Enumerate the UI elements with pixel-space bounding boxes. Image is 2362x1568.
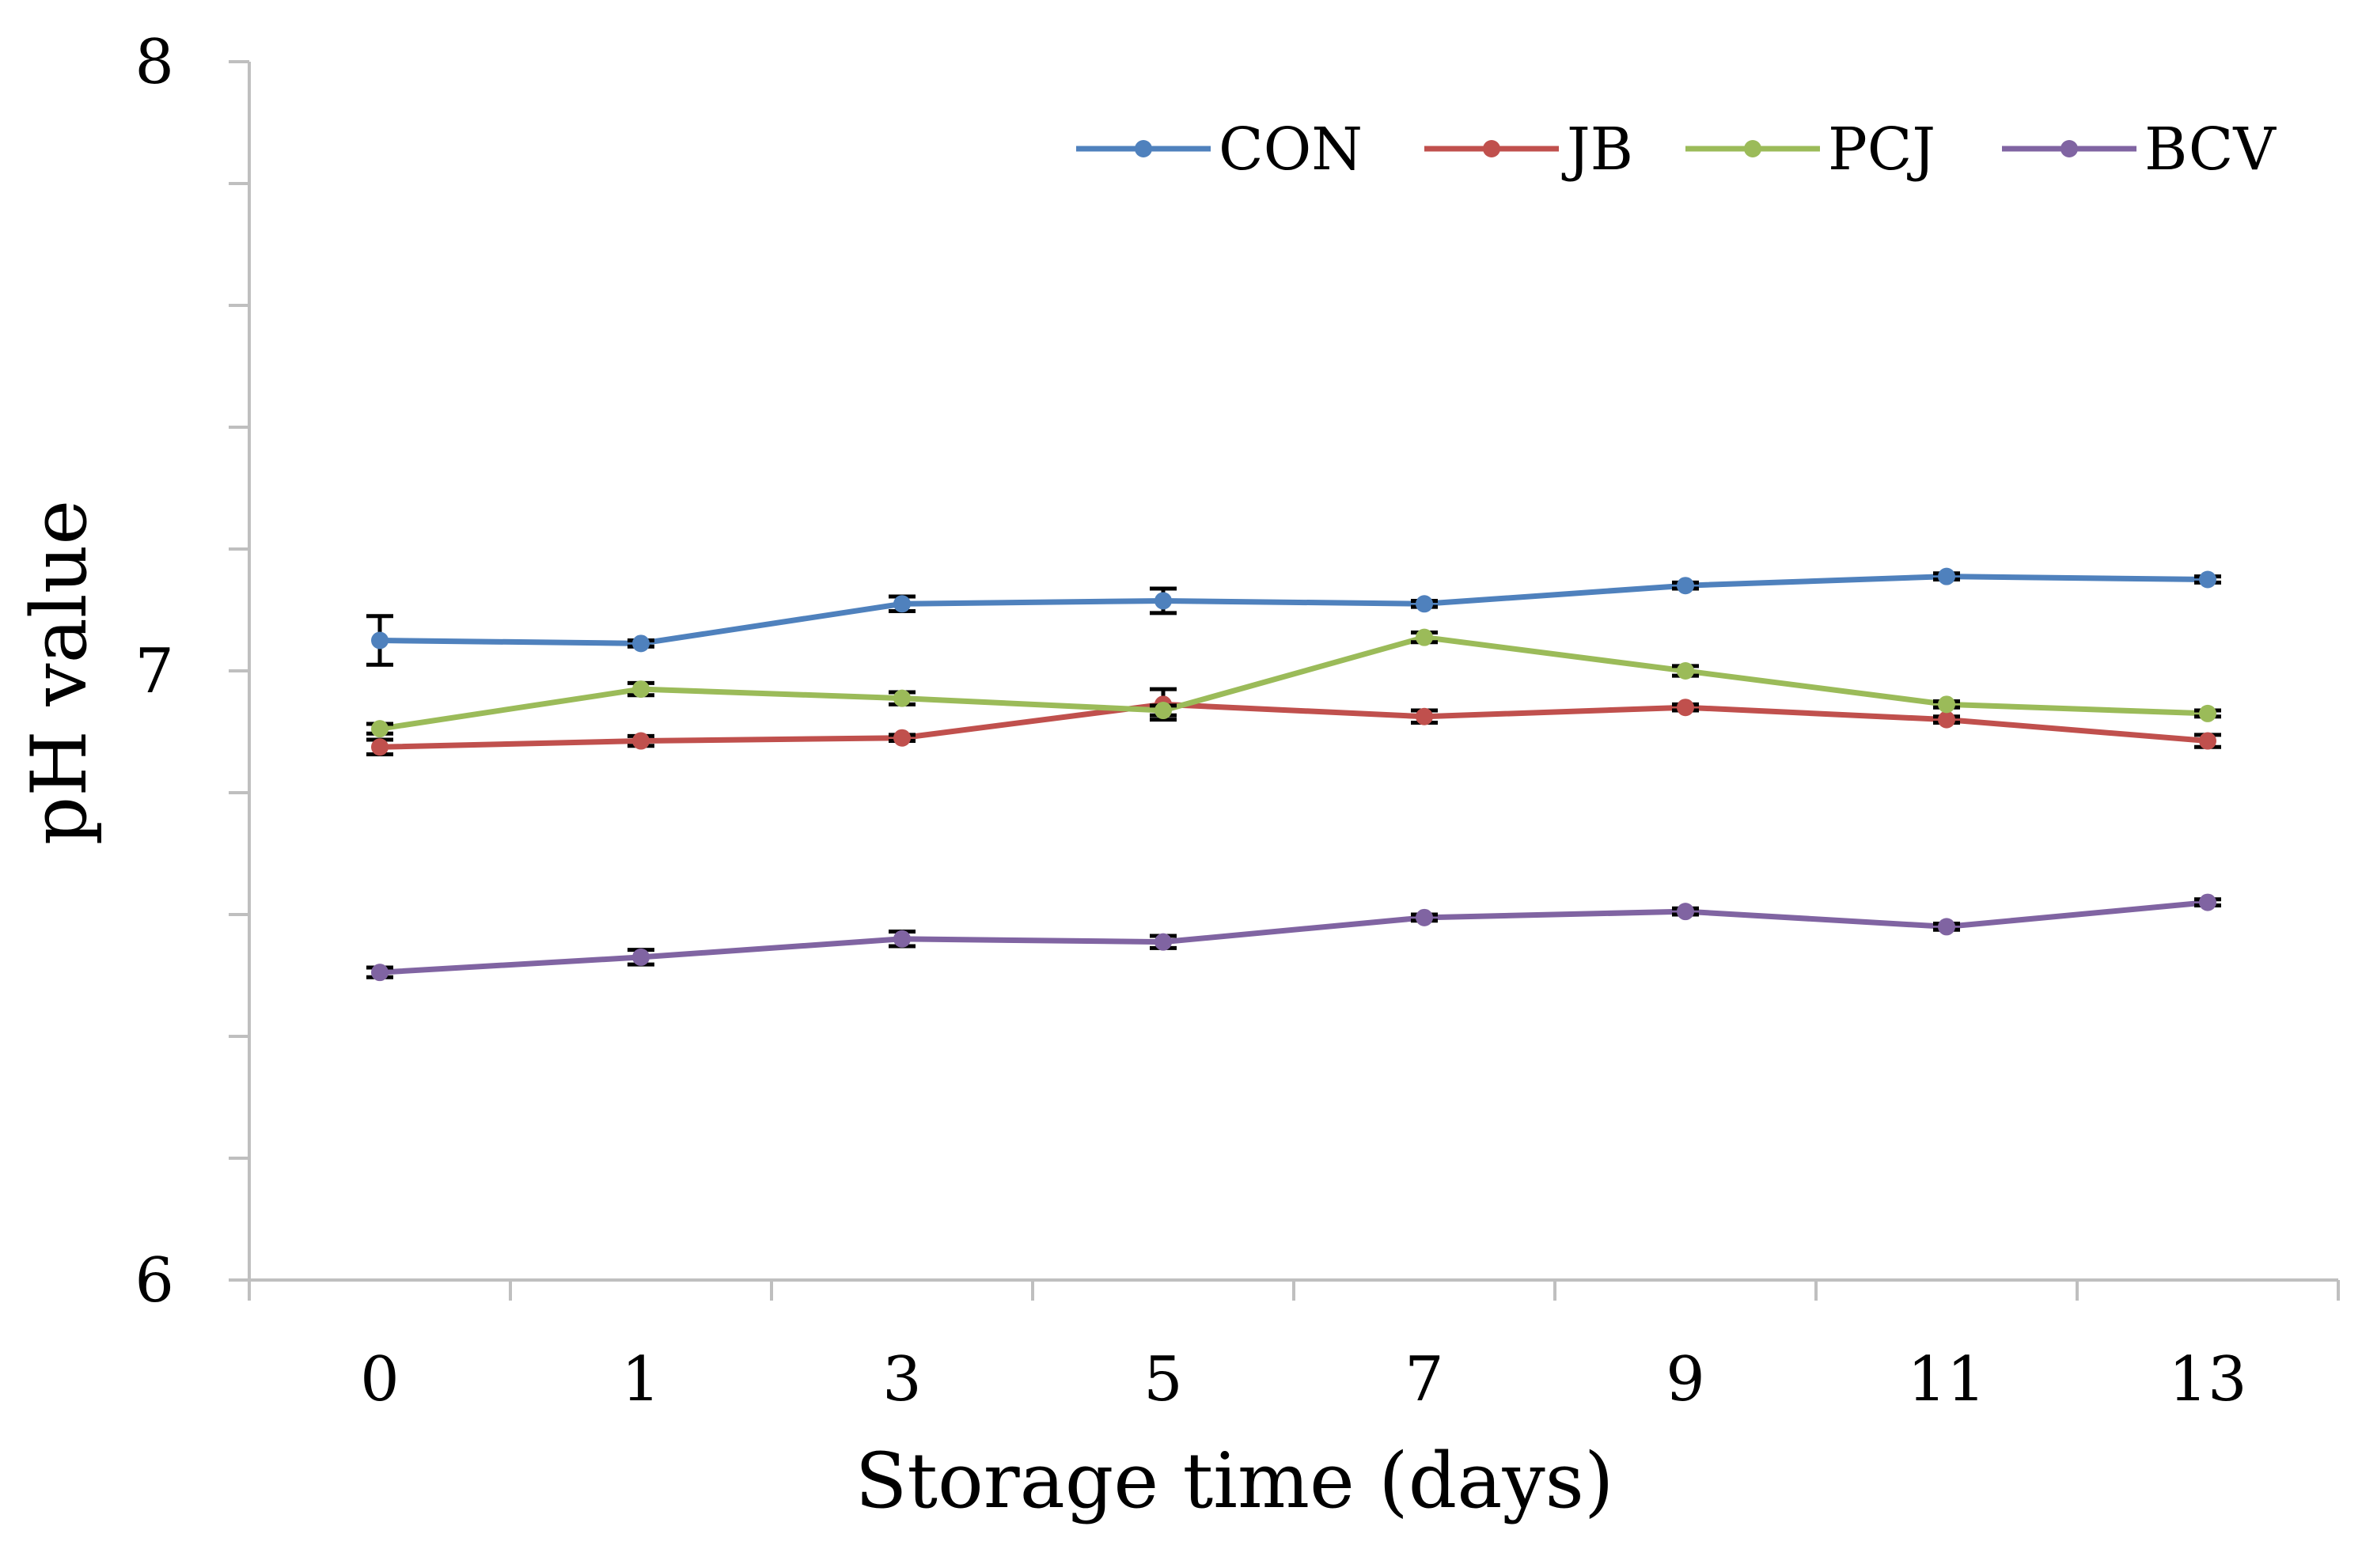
data-point — [1677, 699, 1694, 717]
series-con — [366, 567, 2221, 667]
data-point — [2199, 893, 2216, 911]
data-point — [371, 738, 389, 756]
data-point — [632, 634, 650, 653]
series-line — [379, 634, 2208, 732]
y-tick-label: 6 — [135, 1245, 174, 1316]
x-tick-label: 9 — [1666, 1344, 1705, 1415]
data-point — [893, 930, 911, 948]
x-tick-label: 1 — [621, 1344, 661, 1415]
y-tick-label: 7 — [135, 636, 174, 707]
data-point — [2199, 570, 2216, 589]
y-axis-title: pH value — [15, 500, 104, 846]
data-point — [1416, 908, 1433, 926]
data-point — [893, 595, 911, 613]
legend-item-bcv: BCV — [2002, 116, 2277, 184]
legend-label: JB — [1561, 116, 1633, 184]
x-tick-label: 3 — [882, 1344, 922, 1415]
data-point — [2199, 704, 2216, 722]
data-point — [371, 720, 389, 738]
data-point — [1677, 662, 1694, 680]
data-point — [893, 729, 911, 747]
series-line — [379, 900, 2208, 975]
data-point — [1416, 628, 1433, 646]
x-tick-label: 7 — [1405, 1344, 1444, 1415]
legend: CON JB PCJ BCV — [1076, 116, 2277, 184]
legend-marker — [1135, 140, 1152, 157]
data-point — [1416, 707, 1433, 725]
x-tick-label: 0 — [360, 1344, 400, 1415]
series-jb — [366, 687, 2221, 756]
data-point — [1938, 695, 1955, 714]
data-point — [632, 948, 650, 966]
data-point — [1677, 577, 1694, 595]
x-axis-title: Storage time (days) — [855, 1437, 1614, 1525]
legend-label: BCV — [2144, 116, 2277, 184]
data-point — [1677, 903, 1694, 921]
data-point — [1938, 918, 1955, 936]
data-point — [1154, 933, 1172, 951]
data-point — [1938, 710, 1955, 729]
series-pcj — [366, 628, 2221, 738]
legend-label: PCJ — [1828, 116, 1935, 184]
legend-item-con: CON — [1076, 116, 1363, 184]
series-bcv — [366, 893, 2221, 982]
series-layer — [366, 567, 2221, 982]
data-point — [632, 732, 650, 750]
x-tick-label: 11 — [1907, 1344, 1985, 1415]
legend-item-jb: JB — [1424, 116, 1633, 184]
legend-marker — [1483, 140, 1500, 157]
data-point — [1154, 592, 1172, 610]
data-point — [1154, 702, 1172, 720]
data-point — [1938, 567, 1955, 585]
y-tick-label: 8 — [135, 27, 174, 98]
legend-label: CON — [1219, 116, 1363, 184]
x-tick-label: 5 — [1143, 1344, 1183, 1415]
legend-marker — [1744, 140, 1761, 157]
data-point — [371, 631, 389, 650]
series-line — [379, 701, 2208, 750]
legend-marker — [2061, 140, 2078, 157]
data-point — [632, 680, 650, 699]
data-point — [2199, 732, 2216, 750]
series-line — [379, 574, 2208, 646]
data-point — [371, 964, 389, 982]
data-point — [893, 689, 911, 707]
data-point — [1416, 595, 1433, 613]
legend-item-pcj: PCJ — [1685, 116, 1935, 184]
x-tick-label: 13 — [2168, 1344, 2246, 1415]
